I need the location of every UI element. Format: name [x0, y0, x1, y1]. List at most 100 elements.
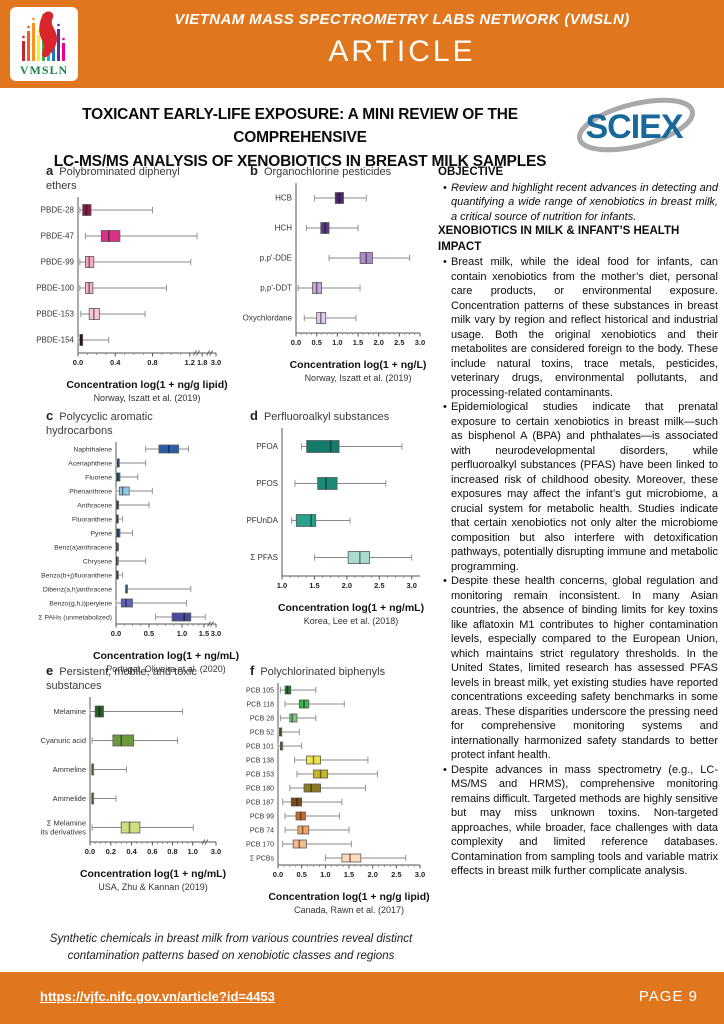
svg-text:Acenaphthene: Acenaphthene	[68, 460, 112, 467]
bullet-marker: •	[443, 181, 447, 194]
figure-caption: Synthetic chemicals in breast milk from …	[49, 933, 413, 963]
header-texts: VIETNAM MASS SPECTROMETRY LABS NETWORK (…	[92, 11, 712, 69]
svg-text:3.0: 3.0	[211, 847, 221, 856]
chart-title-d: d Perfluoroalkyl substances	[250, 408, 390, 423]
svg-text:HCH: HCH	[275, 223, 293, 232]
svg-text:3.0: 3.0	[415, 870, 425, 879]
vmsln-logo: VMSLN	[10, 7, 78, 81]
svg-text:Melamine: Melamine	[53, 706, 86, 715]
svg-text:PFOS: PFOS	[256, 479, 278, 488]
svg-text:Σ PFAS: Σ PFAS	[250, 553, 278, 562]
svg-text:2.0: 2.0	[373, 338, 383, 347]
vmsln-logo-text: VMSLN	[19, 63, 69, 77]
network-name: VIETNAM MASS SPECTROMETRY LABS NETWORK (…	[174, 11, 630, 28]
section-0-bullet-0: • Review and highlight recent advances in…	[438, 181, 718, 225]
section-heading-1: XENOBIOTICS IN MILK & INFANT’S HEALTH IM…	[438, 225, 680, 253]
bullet-text: Despite these health concerns, global re…	[451, 575, 718, 762]
svg-text:PCB 101: PCB 101	[246, 743, 274, 750]
svg-text:PCB 28: PCB 28	[250, 715, 274, 722]
svg-text:1.8: 1.8	[197, 358, 207, 367]
chart-source-b: Norway, Iszatt et al. (2019)	[304, 372, 412, 383]
x-axis-label-c: Concentration log(1 + ng/mL)	[92, 649, 240, 662]
x-axis-label-f: Concentration log(1 + ng/g lipid)	[268, 890, 430, 903]
svg-text:HCB: HCB	[275, 193, 292, 202]
x-axis-label-e: Concentration log(1 + ng/mL)	[79, 867, 227, 880]
svg-text:Benzo(b+j)fluoranthene: Benzo(b+j)fluoranthene	[41, 572, 112, 579]
svg-text:PFUnDA: PFUnDA	[246, 516, 278, 525]
svg-text:0.2: 0.2	[106, 847, 116, 856]
svg-text:1.0: 1.0	[332, 338, 342, 347]
bullet-text: Despite advances in mass spectrometry (e…	[451, 763, 718, 878]
bullet-text: Review and highlight recent advances in …	[451, 181, 718, 223]
boxplot-a: 0.0 0.4 0.8 1.2 1.8 3.0 PBDE-28 PBDE-47 PBDE-99 P…	[36, 196, 221, 367]
bullet-marker: •	[443, 256, 447, 269]
svg-text:PBDE-28: PBDE-28	[41, 205, 75, 214]
svg-text:PCB 99: PCB 99	[250, 813, 274, 820]
svg-text:0.0: 0.0	[291, 338, 301, 347]
svg-text:1.5: 1.5	[353, 338, 363, 347]
chart-panel-d: d Perfluoroalkyl substances 1.0 1.5 2.0 2.5 3.…	[234, 408, 432, 663]
article-title: TOXICANT EARLY-LIFE EXPOSURE: A MINI REV…	[26, 94, 574, 173]
svg-text:Oxychlordane: Oxychlordane	[243, 313, 293, 322]
chart-panel-b: b Organochlorine pesticides 0.0 0.5 1.0 1.5 2.…	[234, 163, 432, 408]
chart-source-c: Portugal, Oliveira et al. (2020)	[106, 663, 226, 674]
svg-text:1.0: 1.0	[320, 870, 330, 879]
section-1-bullet-3: • Despite advances in mass spectrometry (…	[438, 763, 718, 879]
chart-source-f: Canada, Rawn et al. (2017)	[293, 904, 405, 915]
article-url-link[interactable]: https://vjfc.nifc.gov.vn/article?id=4453	[40, 989, 275, 1004]
svg-text:0.4: 0.4	[110, 358, 121, 367]
sciex-swoosh	[576, 97, 696, 153]
section-1-bullet-1: • Epidemiological studies indicate that p…	[438, 400, 718, 574]
svg-text:1.5: 1.5	[344, 870, 354, 879]
doc-type-label: ARTICLE	[328, 35, 476, 68]
svg-text:1.0: 1.0	[177, 629, 187, 638]
sciex-logo: SCIEX	[576, 97, 696, 153]
svg-text:3.0: 3.0	[211, 358, 221, 367]
svg-text:PBDE-154: PBDE-154	[36, 335, 74, 344]
svg-text:0.0: 0.0	[73, 358, 83, 367]
page-number: PAGE 9	[638, 988, 698, 1005]
svg-text:1.5: 1.5	[309, 581, 319, 590]
svg-text:Pyrene: Pyrene	[90, 530, 112, 537]
figure-grid: a Polybrominated diphenyl ethers 0.0 0.4 0.8…	[30, 163, 432, 925]
svg-text:1.5: 1.5	[199, 629, 209, 638]
title-row: TOXICANT EARLY-LIFE EXPOSURE: A MINI REV…	[26, 94, 698, 173]
chart-title-a: a Polybrominated diphenyl ethers	[46, 163, 180, 192]
svg-text:2.5: 2.5	[391, 870, 401, 879]
section-1-bullet-2: • Despite these health concerns, global r…	[438, 574, 718, 763]
chart-source-a: Norway, Iszatt et al. (2019)	[93, 392, 201, 403]
vietnam-map-icon	[39, 11, 58, 58]
svg-text:2.0: 2.0	[342, 581, 352, 590]
vmsln-logo-graphic	[22, 11, 65, 61]
svg-text:Benzo(g,h,i)perylene: Benzo(g,h,i)perylene	[49, 600, 112, 607]
svg-text:3.0: 3.0	[415, 338, 425, 347]
svg-text:1.0: 1.0	[187, 847, 197, 856]
svg-text:Σ PCBs: Σ PCBs	[250, 855, 275, 862]
svg-text:2.5: 2.5	[394, 338, 404, 347]
svg-text:3.0: 3.0	[211, 629, 221, 638]
svg-text:Anthracene: Anthracene	[77, 502, 112, 509]
svg-text:0.8: 0.8	[147, 358, 157, 367]
svg-text:p,p'-DDE: p,p'-DDE	[260, 253, 292, 262]
svg-text:PCB 138: PCB 138	[246, 757, 274, 764]
chart-source-e: USA, Zhu & Kannan (2019)	[98, 881, 208, 892]
svg-text:PCB 74: PCB 74	[250, 827, 274, 834]
svg-text:0.0: 0.0	[273, 870, 283, 879]
bullet-marker: •	[443, 763, 447, 776]
svg-text:Cyanuric acid: Cyanuric acid	[41, 735, 86, 744]
svg-text:Fluoranthene: Fluoranthene	[72, 516, 112, 523]
svg-text:0.8: 0.8	[167, 847, 177, 856]
svg-text:0.6: 0.6	[147, 847, 157, 856]
svg-text:PCB 180: PCB 180	[246, 785, 274, 792]
svg-text:PFOA: PFOA	[256, 442, 278, 451]
bullet-text: Breast milk, while the ideal food for in…	[451, 256, 718, 399]
svg-text:PBDE-100: PBDE-100	[36, 283, 74, 292]
chart-panel-f: f Polychlorinated biphenyls 0.0 0.5 1.0 1.5 2.…	[234, 663, 432, 925]
svg-text:Dibenz(a,h)anthracene: Dibenz(a,h)anthracene	[43, 586, 112, 593]
figure-column: a Polybrominated diphenyl ethers 0.0 0.4 0.8…	[30, 163, 432, 966]
svg-text:0.5: 0.5	[296, 870, 306, 879]
svg-text:0.0: 0.0	[111, 629, 121, 638]
boxplot-b: 0.0 0.5 1.0 1.5 2.0 2.5 3.0 HCB HCH p,p'-DDE p,p'-…	[243, 182, 425, 347]
svg-text:0.5: 0.5	[144, 629, 154, 638]
